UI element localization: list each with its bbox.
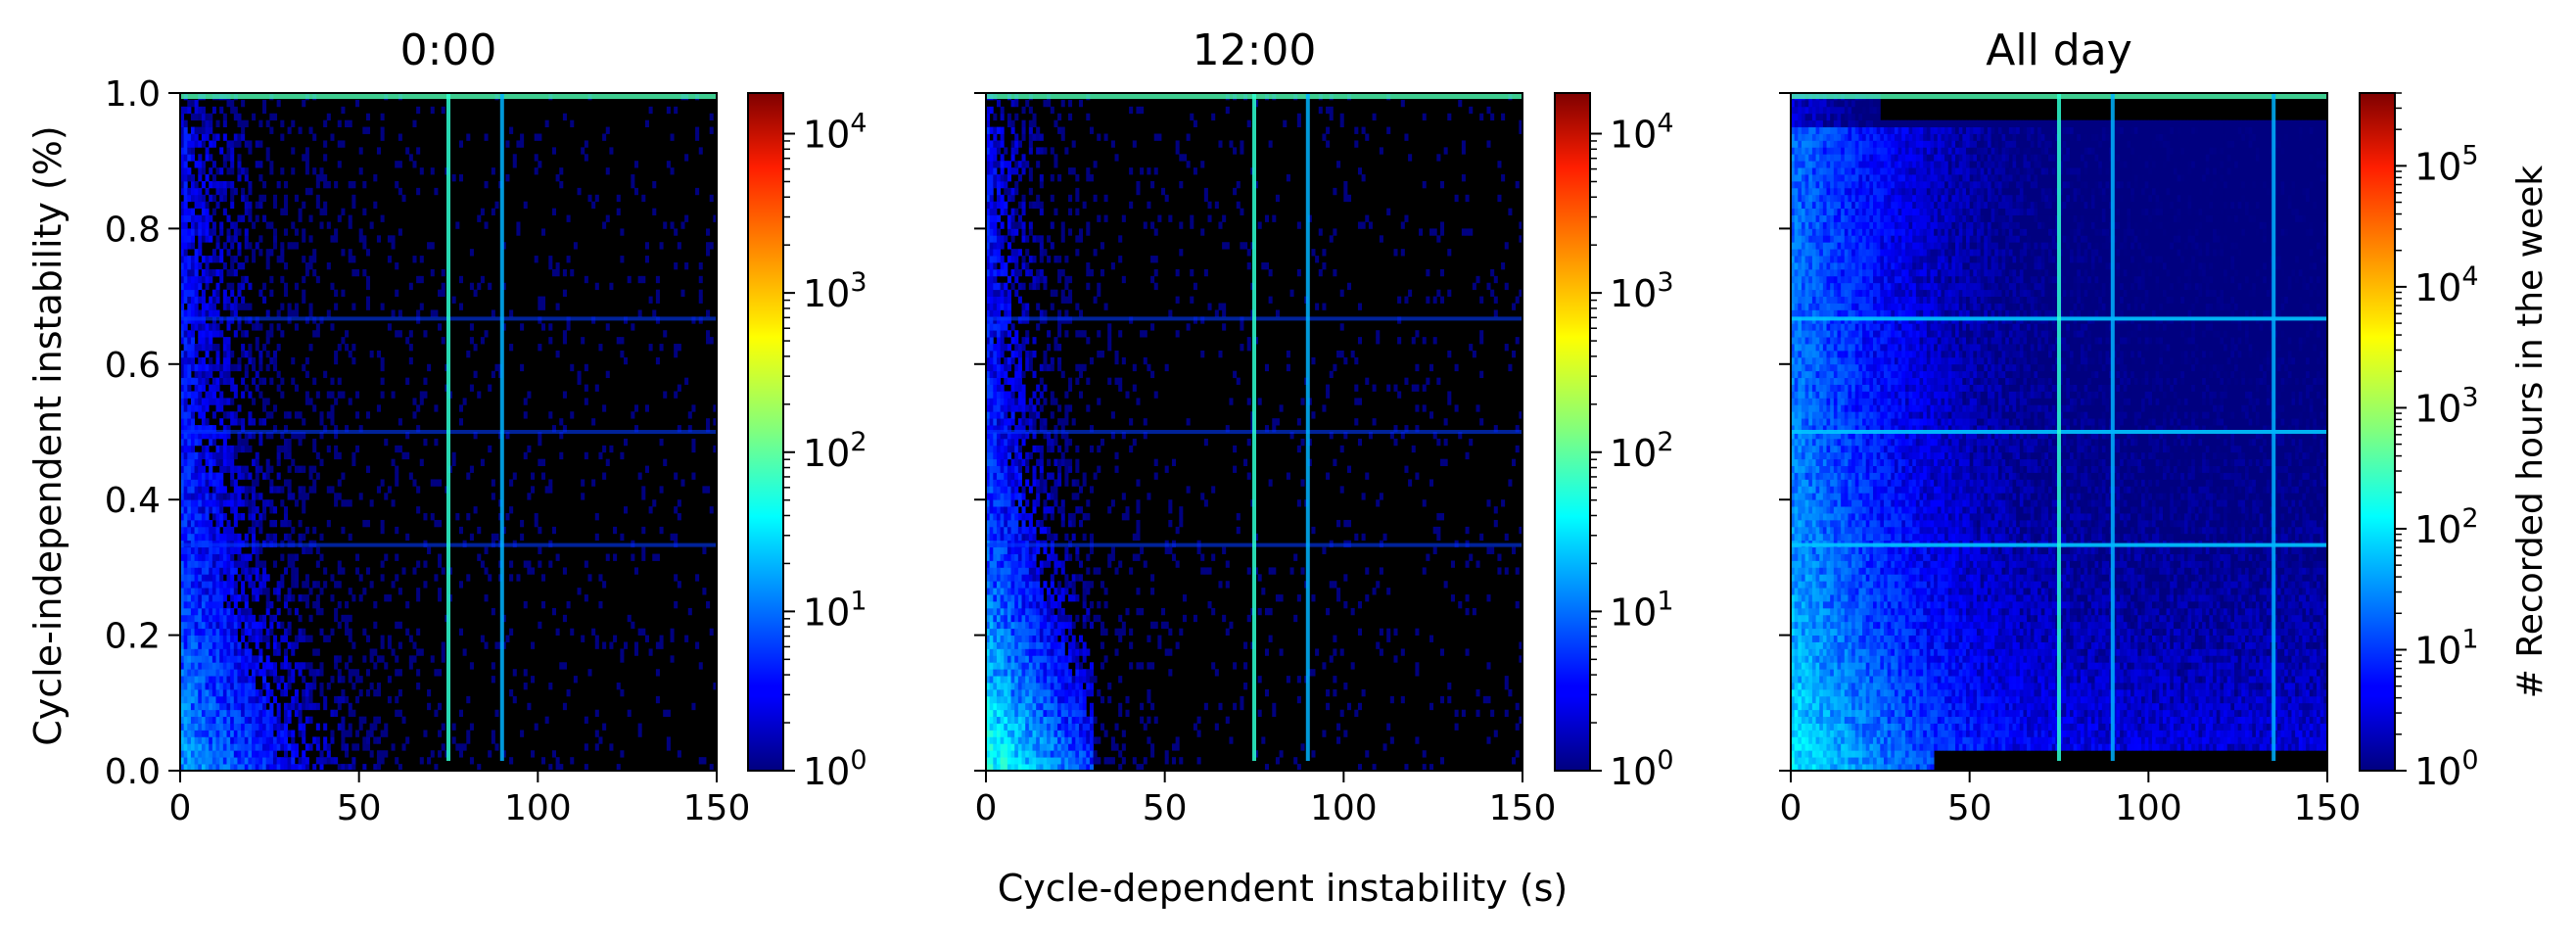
colorbar: 100 101 102 103 104 105 # Recorded hours in th…	[2360, 93, 2551, 793]
x-tick-label: 50	[337, 788, 382, 828]
y-tick-label: 1.0	[105, 74, 161, 115]
colorbar-tick-label: 103	[2414, 382, 2479, 430]
colorbar-tick-label: 103	[1610, 267, 1674, 315]
panels: 0:00 0 50 100 150 0.0 0.2 0.4 0.6 0.8 1.0 100 101 102…	[105, 25, 2551, 828]
x-tick-label: 0	[1780, 788, 1803, 828]
colorbar-tick-label: 105	[2414, 140, 2479, 188]
colorbar-gradient	[748, 93, 783, 771]
panel-title: All day	[1986, 25, 2131, 75]
y-tick-label: 0.4	[105, 481, 161, 521]
colorbar-tick-label: 100	[2414, 745, 2479, 793]
colorbar-tick-label: 101	[1610, 586, 1674, 634]
colorbar-tick-label: 102	[1610, 427, 1674, 475]
colorbar-tick-label: 101	[803, 586, 867, 634]
colorbar-tick-label: 102	[2414, 503, 2479, 551]
x-tick-label: 150	[2294, 788, 2362, 828]
colorbar-tick-label: 100	[1610, 745, 1674, 793]
x-tick-label: 0	[169, 788, 192, 828]
figure-x-axis-label: Cycle-dependent instability (s)	[998, 867, 1569, 910]
x-tick-label: 150	[1489, 788, 1557, 828]
colorbar-tick-label: 104	[1610, 109, 1674, 157]
colorbar-tick-label: 101	[2414, 624, 2479, 672]
colorbar: 100 101 102 103 104	[1555, 93, 1674, 793]
x-tick-label: 150	[683, 788, 751, 828]
y-tick-label: 0.8	[105, 210, 161, 250]
y-tick-label: 0.0	[105, 752, 161, 792]
panel-2: 12:00 0 50 100 150 100 101 102 103 104	[974, 25, 1674, 828]
x-tick-label: 100	[1310, 788, 1378, 828]
x-tick-label: 50	[1947, 788, 1992, 828]
x-tick-label: 100	[2115, 788, 2182, 828]
x-tick-label: 0	[975, 788, 998, 828]
x-tick-label: 100	[504, 788, 572, 828]
colorbar-tick-label: 100	[803, 745, 867, 793]
colorbar-tick-label: 103	[803, 267, 867, 315]
heatmap-cells	[1791, 93, 2327, 771]
colorbar-gradient	[2360, 93, 2395, 771]
panel-title: 0:00	[400, 25, 497, 75]
colorbar-tick-label: 104	[803, 109, 867, 157]
panel-1: 0:00 0 50 100 150 0.0 0.2 0.4 0.6 0.8 1.0 100 101 102…	[105, 25, 867, 828]
colorbar: 100 101 102 103 104	[748, 93, 867, 793]
x-tick-label: 50	[1143, 788, 1188, 828]
colorbar-label: # Recorded hours in the week	[2510, 165, 2551, 699]
colorbar-tick-label: 102	[803, 427, 867, 475]
colorbar-gradient	[1555, 93, 1590, 771]
panel-3: All day 0 50 100 150 100 101 102 103 104 105 # Reco…	[1779, 25, 2551, 828]
colorbar-tick-label: 104	[2414, 261, 2479, 309]
panel-title: 12:00	[1193, 25, 1317, 75]
y-tick-label: 0.2	[105, 617, 161, 657]
figure-y-axis-label: Cycle-independent instability (%)	[26, 125, 70, 746]
y-tick-label: 0.6	[105, 346, 161, 386]
